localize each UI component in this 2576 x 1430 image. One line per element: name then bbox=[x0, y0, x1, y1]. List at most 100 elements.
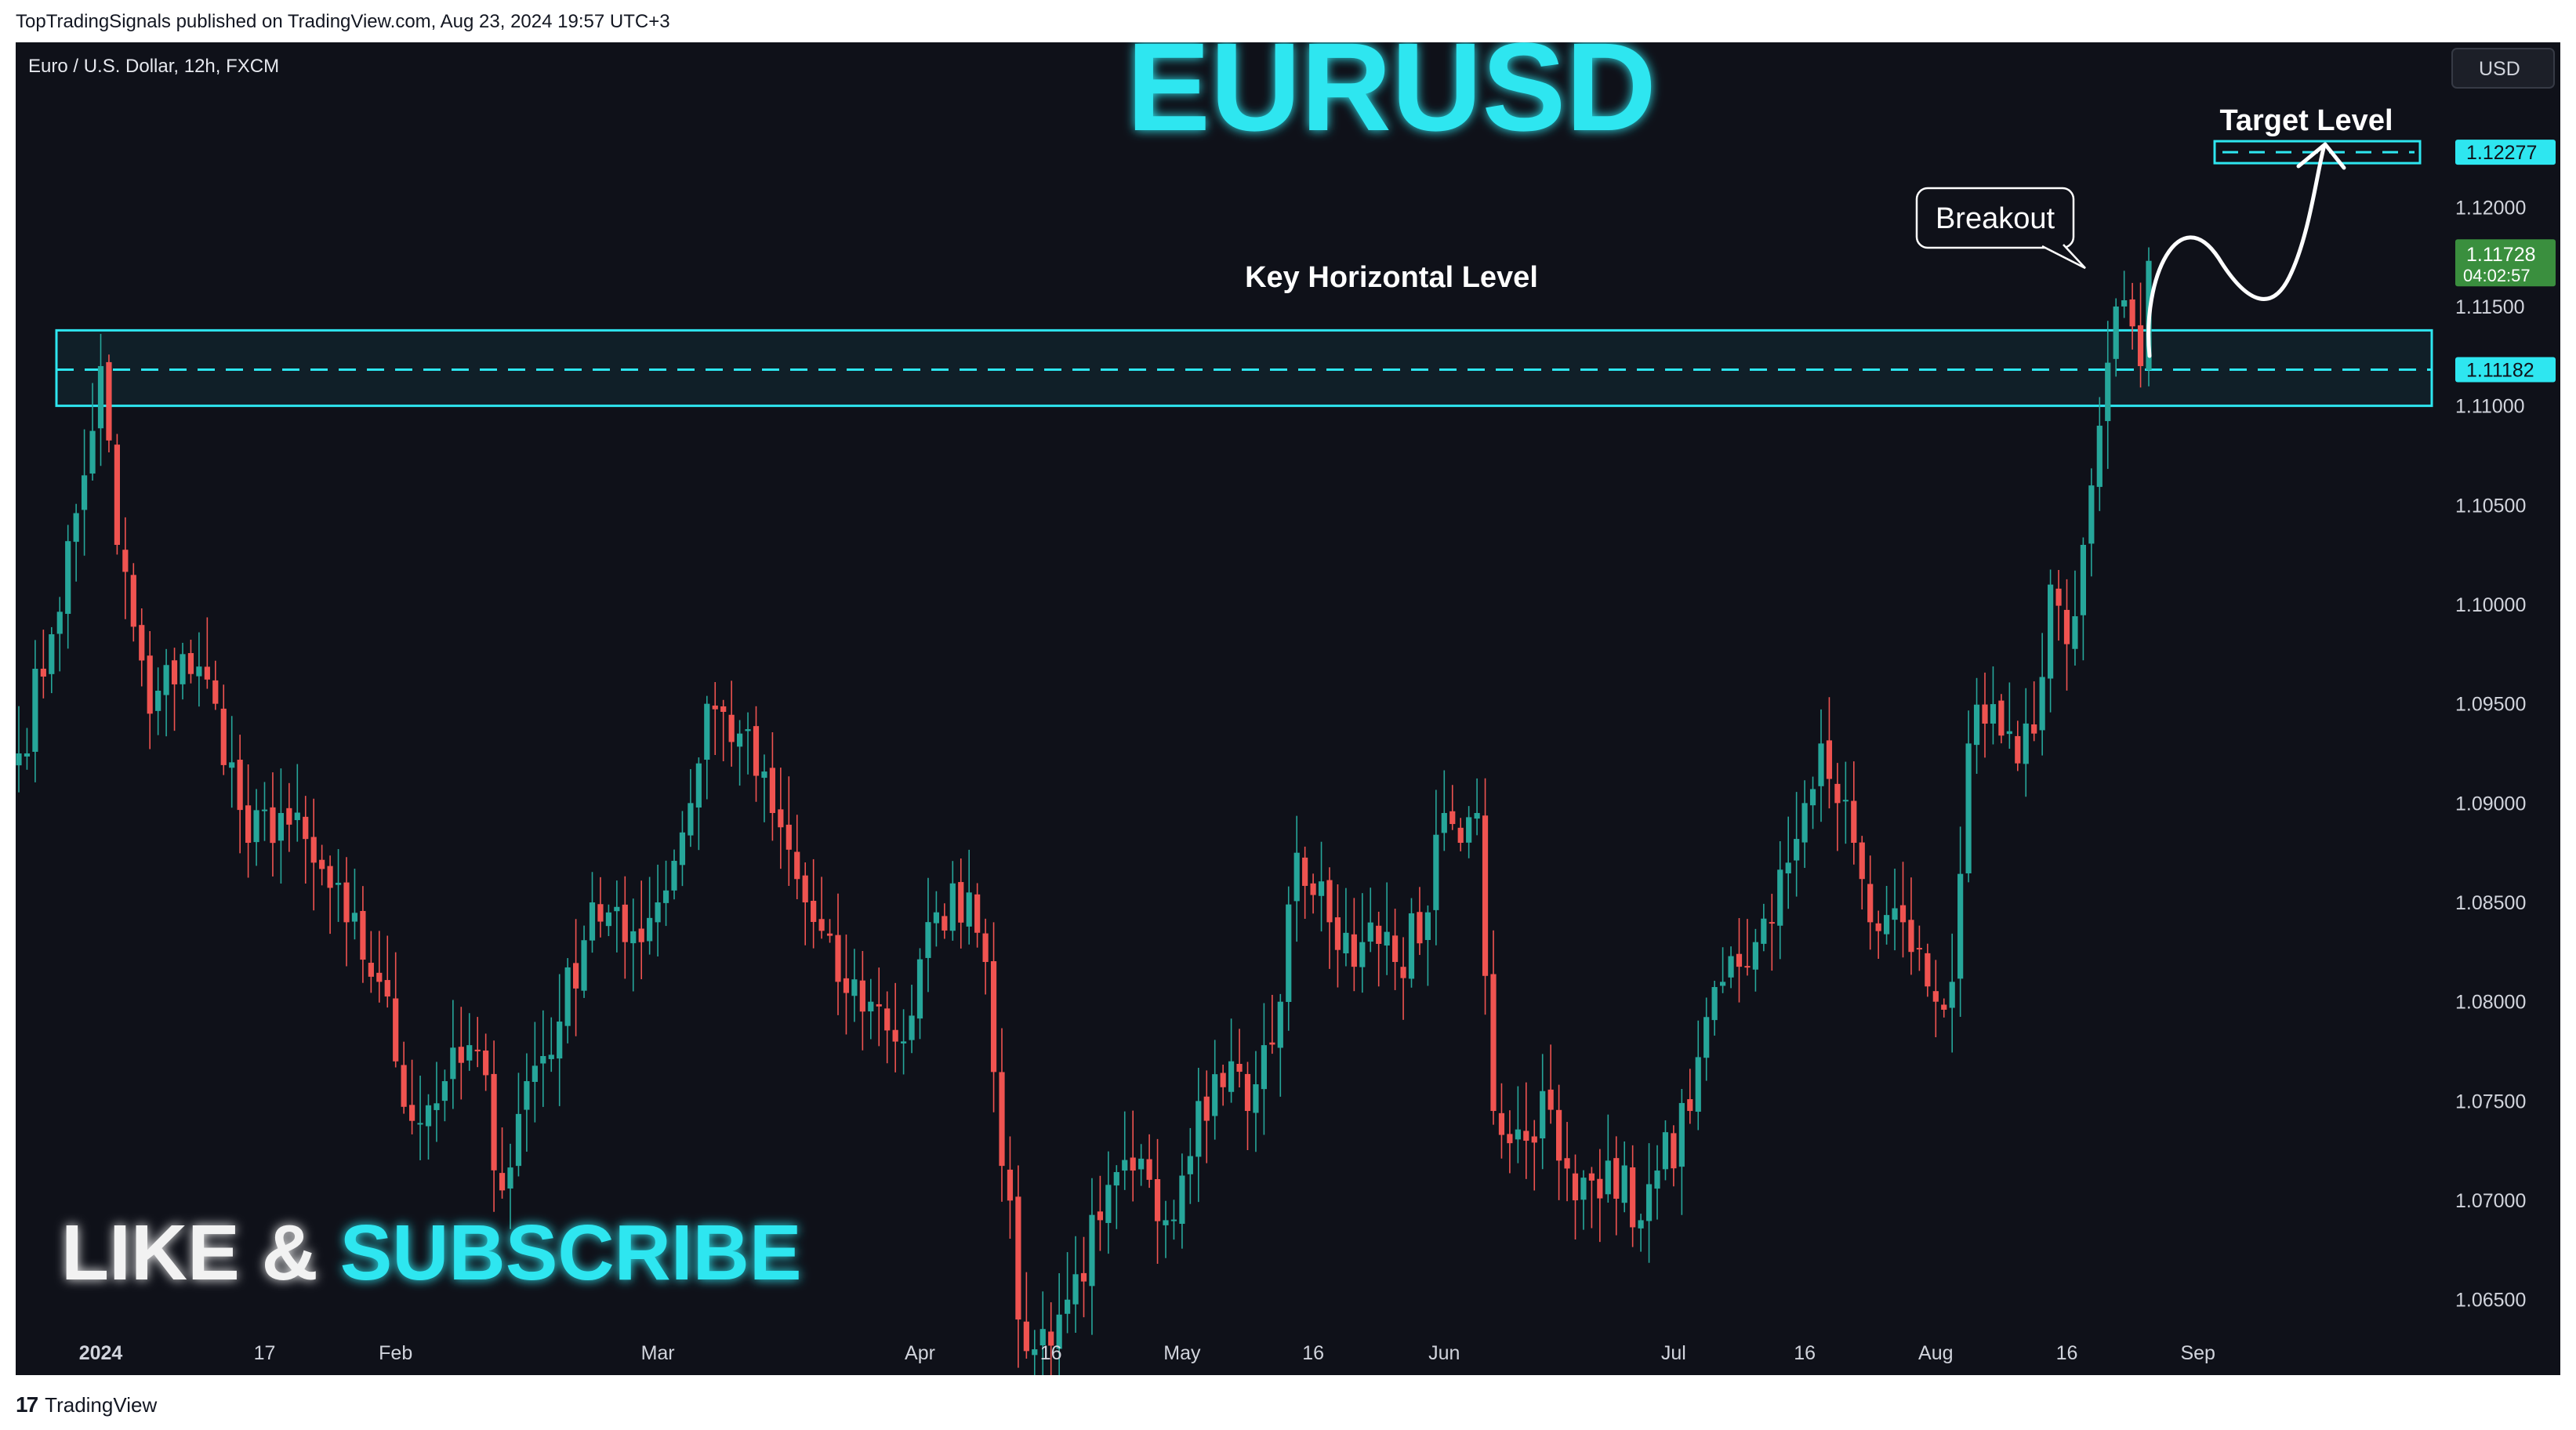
candle-body bbox=[1482, 815, 1489, 976]
x-tick-label: 2024 bbox=[79, 1342, 123, 1364]
candle-body bbox=[204, 666, 210, 680]
candle-body bbox=[401, 1065, 407, 1107]
x-tick-label: May bbox=[1163, 1342, 1201, 1364]
candle-body bbox=[1899, 905, 1907, 923]
candle-body bbox=[2096, 425, 2103, 488]
candle-body bbox=[130, 575, 136, 627]
candle-body bbox=[1645, 1184, 1653, 1221]
candle-body bbox=[1892, 908, 1898, 920]
candle-body bbox=[524, 1081, 530, 1110]
candle-body bbox=[1597, 1178, 1603, 1199]
candle-body bbox=[458, 1047, 464, 1063]
candle-body bbox=[1588, 1173, 1595, 1181]
candle-body bbox=[1056, 1314, 1062, 1349]
candle-body bbox=[2113, 306, 2119, 359]
candle-body bbox=[605, 912, 611, 927]
candle-body bbox=[82, 475, 88, 510]
candle-body bbox=[270, 807, 276, 844]
y-tick-label: 1.08000 bbox=[2455, 992, 2526, 1014]
chart-svg[interactable]: EURUSD Euro / U.S. Dollar, 12h, FXCM Key H… bbox=[16, 42, 2560, 1375]
candle-body bbox=[737, 733, 743, 747]
candle-body bbox=[360, 910, 366, 960]
candle-body bbox=[466, 1045, 473, 1061]
candle-body bbox=[237, 760, 243, 811]
candle-body bbox=[958, 882, 964, 923]
candle-body bbox=[974, 894, 981, 933]
candle-body bbox=[2080, 544, 2086, 615]
candle-body bbox=[794, 851, 800, 880]
candle-body bbox=[933, 912, 939, 924]
candle-body bbox=[2129, 299, 2135, 327]
candle-body bbox=[1392, 935, 1399, 963]
candle-body bbox=[2121, 299, 2128, 307]
candle-body bbox=[286, 808, 292, 825]
currency-label: USD bbox=[2479, 58, 2520, 80]
candle-body bbox=[688, 803, 694, 836]
candle-body bbox=[769, 768, 775, 814]
candle-body bbox=[1326, 880, 1333, 923]
candle-body bbox=[1859, 842, 1865, 880]
candle-body bbox=[261, 809, 268, 811]
candle-body bbox=[2006, 731, 2012, 735]
target-price-tag bbox=[2455, 140, 2556, 165]
symbol-info: Euro / U.S. Dollar, 12h, FXCM bbox=[28, 56, 279, 77]
candle-body bbox=[343, 882, 350, 923]
candle-body bbox=[155, 691, 161, 711]
candle-body bbox=[1540, 1091, 1546, 1139]
x-tick-label: 16 bbox=[2056, 1342, 2078, 1364]
y-tick-label: 1.12000 bbox=[2455, 197, 2526, 219]
candle-body bbox=[1277, 1001, 1283, 1048]
tradingview-logo-icon: 17 bbox=[16, 1392, 38, 1417]
x-tick-label: 16 bbox=[1302, 1342, 1324, 1364]
candle-body bbox=[1842, 800, 1849, 802]
candle-body bbox=[1695, 1057, 1701, 1112]
y-tick-label: 1.09000 bbox=[2455, 793, 2526, 815]
y-tick-label: 1.08500 bbox=[2455, 892, 2526, 914]
candle-body bbox=[2072, 616, 2078, 649]
candle-body bbox=[990, 961, 997, 1072]
overlay-layer: EURUSD Euro / U.S. Dollar, 12h, FXCM Key H… bbox=[28, 42, 2422, 1297]
candle-body bbox=[376, 972, 383, 982]
candle-body bbox=[1785, 862, 1791, 874]
candle-body bbox=[351, 913, 358, 922]
candle-body bbox=[802, 875, 808, 903]
candle-body bbox=[1318, 881, 1325, 896]
breakout-callout bbox=[1915, 187, 2075, 249]
candle-body bbox=[1662, 1132, 1669, 1170]
breakout-callout-pointer bbox=[2041, 244, 2086, 270]
target-level-box bbox=[2213, 140, 2422, 165]
candle-body bbox=[630, 931, 637, 944]
candle-body bbox=[1777, 869, 1783, 926]
candle-body bbox=[1310, 883, 1316, 895]
key-price-tag bbox=[2455, 357, 2556, 383]
target-price-tag-label: 1.12277 bbox=[2466, 142, 2537, 164]
candle-body bbox=[1720, 982, 1726, 986]
candle-body bbox=[278, 813, 284, 841]
axis-layer: 1.12000 1.11500 1.11000 1.10500 1.10000 1.095… bbox=[79, 48, 2556, 1364]
candle-body bbox=[1376, 925, 1382, 944]
candle-body bbox=[294, 812, 300, 821]
candle-body bbox=[319, 859, 325, 869]
tradingview-footer[interactable]: 17 TradingView bbox=[16, 1389, 157, 1421]
candle-body bbox=[32, 669, 38, 752]
candle-body bbox=[310, 837, 317, 863]
chart-panel[interactable]: EURUSD Euro / U.S. Dollar, 12h, FXCM Key H… bbox=[16, 42, 2560, 1375]
candle-body bbox=[212, 680, 219, 704]
candle-body bbox=[695, 763, 702, 808]
candle-body bbox=[1080, 1272, 1087, 1282]
candle-body bbox=[1293, 852, 1300, 902]
candle-body bbox=[1039, 1329, 1046, 1346]
candle-body bbox=[1613, 1158, 1620, 1199]
candle-body bbox=[1564, 1158, 1570, 1169]
candle-body bbox=[2031, 724, 2037, 734]
candle-body bbox=[728, 714, 735, 742]
candle-body bbox=[65, 541, 71, 614]
candle-body bbox=[745, 729, 751, 731]
candle-body bbox=[1507, 1134, 1513, 1144]
candle-body bbox=[1572, 1173, 1579, 1201]
candle-body bbox=[1424, 912, 1431, 941]
candle-body bbox=[1138, 1158, 1145, 1170]
candle-body bbox=[679, 832, 686, 866]
candle-body bbox=[1154, 1179, 1161, 1221]
candle-body bbox=[1236, 1063, 1243, 1072]
